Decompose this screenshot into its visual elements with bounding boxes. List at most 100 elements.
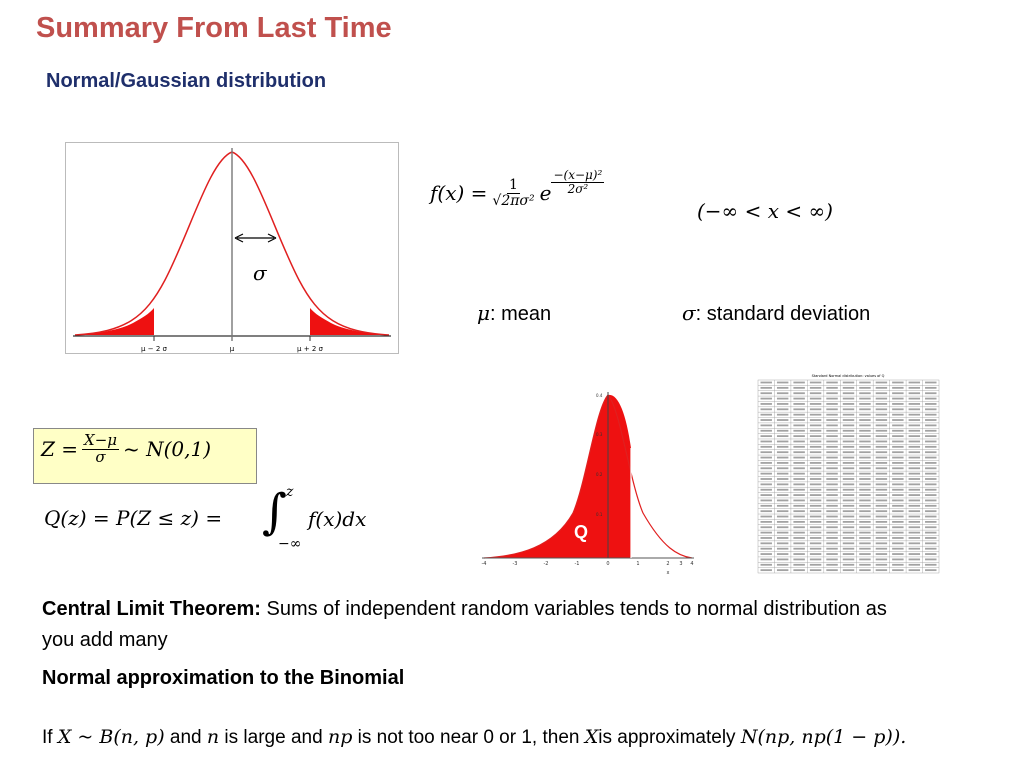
table-cell-mark xyxy=(842,472,855,475)
table-cell-mark xyxy=(925,472,937,475)
table-cell-mark xyxy=(760,483,772,486)
table-cell-mark xyxy=(826,542,838,545)
table-cell-mark xyxy=(859,520,871,523)
table-cell-mark xyxy=(859,397,871,400)
table-cell-mark xyxy=(875,397,888,400)
table-cell-mark xyxy=(892,488,904,491)
mean-text: : mean xyxy=(490,303,552,325)
table-cell-mark xyxy=(925,429,937,432)
table-cell-mark xyxy=(760,526,772,529)
table-cell-mark xyxy=(826,520,838,523)
table-cell-mark xyxy=(925,483,937,486)
table-cell-mark xyxy=(925,531,937,534)
tick-label-mean: μ xyxy=(230,345,235,353)
table-cell-mark xyxy=(875,537,888,539)
clt-paragraph: Central Limit Theorem: Sums of independe… xyxy=(42,594,912,656)
table-cell-mark xyxy=(793,483,805,486)
table-cell-mark xyxy=(859,408,871,411)
integrand: f(x)dx xyxy=(308,507,367,531)
table-cell-mark xyxy=(859,483,871,486)
table-cell-mark xyxy=(859,510,871,513)
table-cell-mark xyxy=(809,510,822,513)
table-cell-mark xyxy=(875,429,888,432)
table-cell-mark xyxy=(925,494,937,496)
table-cell-mark xyxy=(793,472,805,475)
table-cell-mark xyxy=(776,408,789,411)
table-cell-mark xyxy=(908,435,921,438)
table-cell-mark xyxy=(842,478,855,480)
table-cell-mark xyxy=(859,537,871,539)
table-cell-mark xyxy=(809,515,822,518)
table-cell-mark xyxy=(859,424,871,427)
table-cell-mark xyxy=(908,569,921,572)
table-cell-mark xyxy=(859,542,871,545)
table-cell-mark xyxy=(776,381,789,384)
table-cell-mark xyxy=(842,563,855,566)
table-cell-mark xyxy=(842,392,855,395)
table-cell-mark xyxy=(925,424,937,427)
pdf-frac-num: 1 xyxy=(507,177,520,194)
table-cell-mark xyxy=(908,440,921,443)
table-cell-mark xyxy=(809,435,822,438)
table-cell-mark xyxy=(793,563,805,566)
pdf-formula: f(x) = 1 √2πσ² e −(x−μ)² 2σ² xyxy=(430,169,605,208)
table-cell-mark xyxy=(908,488,921,491)
table-caption: Standard Normal distribution: values of … xyxy=(812,374,885,378)
table-cell-mark xyxy=(793,504,805,507)
right-tail-fill xyxy=(310,308,389,335)
table-cell-mark xyxy=(892,472,904,475)
table-cell-mark xyxy=(760,499,772,502)
pdf-domain: (−∞ < x < ∞) xyxy=(697,199,833,223)
table-cell-mark xyxy=(892,520,904,523)
table-cell-mark xyxy=(908,429,921,432)
table-cell-mark xyxy=(809,386,822,389)
table-cell-mark xyxy=(842,569,855,572)
table-cell-mark xyxy=(925,462,937,464)
table-cell-mark xyxy=(892,531,904,534)
table-cell-mark xyxy=(875,419,888,421)
table-cell-mark xyxy=(776,419,789,421)
table-cell-mark xyxy=(875,515,888,518)
table-cell-mark xyxy=(776,542,789,545)
q-formula: Q(z) = P(Z ≤ z) = xyxy=(44,506,222,530)
table-cell-mark xyxy=(826,408,838,411)
table-cell-mark xyxy=(908,419,921,421)
table-cell-mark xyxy=(793,537,805,539)
table-cell-mark xyxy=(776,424,789,427)
z-num: X−μ xyxy=(82,431,120,450)
table-cell-mark xyxy=(859,403,871,405)
table-cell-mark xyxy=(892,413,904,416)
table-cell-mark xyxy=(793,531,805,534)
table-cell-mark xyxy=(760,440,772,443)
table-cell-mark xyxy=(793,419,805,421)
table-cell-mark xyxy=(776,510,789,513)
table-cell-mark xyxy=(826,526,838,529)
table-cell-mark xyxy=(760,424,772,427)
table-cell-mark xyxy=(925,478,937,480)
table-cell-mark xyxy=(859,547,871,550)
table-cell-mark xyxy=(892,429,904,432)
table-cell-mark xyxy=(908,542,921,545)
table-cell-mark xyxy=(826,563,838,566)
table-cell-mark xyxy=(842,542,855,545)
table-cell-mark xyxy=(875,408,888,411)
binom-text-1: If xyxy=(42,727,58,748)
q-x-tick: 2 xyxy=(666,561,669,567)
table-cell-mark xyxy=(842,483,855,486)
z-fraction: X−μ σ xyxy=(82,431,120,466)
table-cell-mark xyxy=(760,472,772,475)
table-cell-mark xyxy=(892,408,904,411)
table-cell-mark xyxy=(859,440,871,443)
table-cell-mark xyxy=(925,542,937,545)
table-cell-mark xyxy=(760,435,772,438)
binom-math-2: n xyxy=(206,726,220,748)
pdf-lhs: f(x) = xyxy=(430,181,488,206)
table-cell-mark xyxy=(760,462,772,464)
table-cell-mark xyxy=(842,424,855,427)
sd-text: : standard deviation xyxy=(695,303,871,325)
table-cell-mark xyxy=(859,515,871,518)
table-cell-mark xyxy=(793,392,805,395)
table-cell-mark xyxy=(842,381,855,384)
q-y-tick: 0.1 xyxy=(596,512,603,517)
table-cell-mark xyxy=(875,510,888,513)
